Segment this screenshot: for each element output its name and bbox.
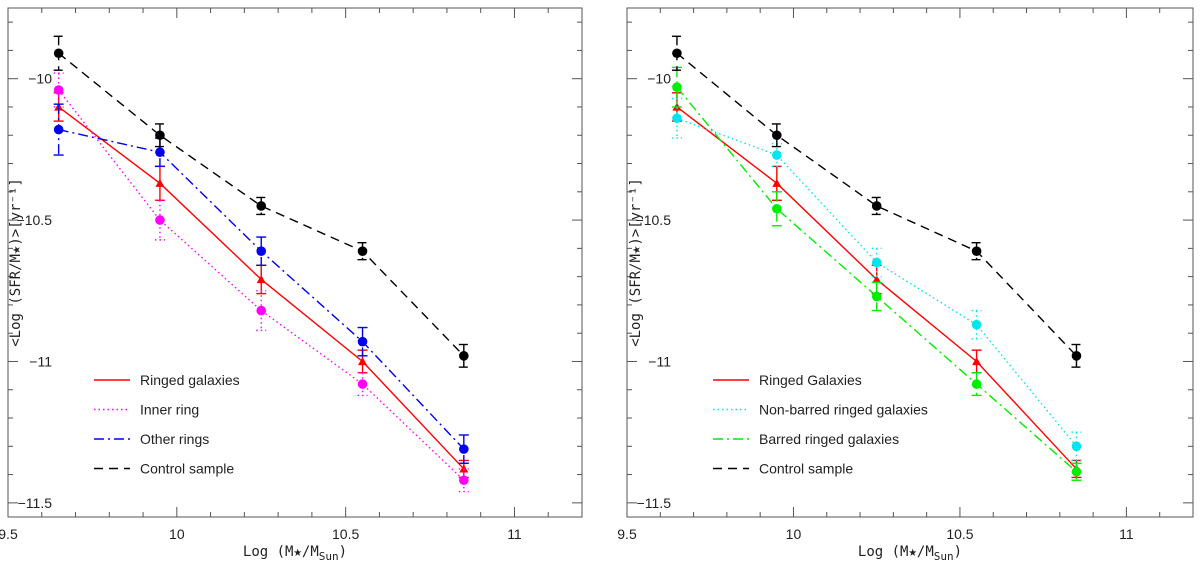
data-point [155,130,165,141]
data-point [972,356,982,366]
plot-frame [7,7,583,518]
data-point [459,444,469,454]
legend-label: Inner ring [140,402,199,418]
x-axis-label-sub: Sun [319,550,339,563]
legend-label: Barred ringed galaxies [759,431,899,447]
series-control-sample [671,35,1082,368]
series-barred-ringed-galaxies [671,66,1082,481]
series-line [676,52,1077,357]
panel-right: 9.5 10 10.5 11 −10 −10.5 −11 −11.5 Log (M★/MSun)… [617,7,1194,563]
x-tick-label: 10.5 [332,526,359,542]
y-tick-label: −11 [648,353,671,369]
series-line [676,86,1077,473]
data-point [1071,466,1082,477]
data-point [53,48,64,59]
data-point [53,124,64,135]
x-axis-label-close: ) [954,544,962,560]
series-line [58,52,465,357]
data-point [357,246,368,256]
data-point [971,379,982,389]
data-point [871,291,882,302]
data-point [358,356,368,366]
x-axis-label-main: Log (M★/M [243,544,319,560]
x-tick-label: 11 [507,526,522,542]
data-point [256,246,267,256]
data-point [772,150,782,160]
x-tick-label: 9.5 [617,526,637,542]
data-point [357,379,368,389]
plot-frame [626,7,1194,518]
data-point [772,130,782,141]
x-axis-label-close: ) [339,544,347,560]
data-point [971,319,982,330]
legend-label: Control sample [140,461,234,477]
y-tick-label: −11.5 [18,495,53,511]
data-point [155,215,165,225]
data-point [672,113,682,124]
data-point [155,147,165,158]
x-axis-label-main: Log (M★/M [858,544,934,560]
data-point [256,201,267,211]
x-tick-label: 11 [1119,526,1134,542]
data-point [772,203,782,214]
data-point [53,85,64,95]
y-tick-label: −11.5 [637,495,672,511]
data-point [256,305,267,316]
series-ringed-galaxies [53,92,469,479]
x-axis-label-sub: Sun [934,550,954,563]
x-tick-label: 9.5 [0,526,18,542]
legend-label: Control sample [759,461,853,477]
series-other-rings [53,103,469,464]
x-tick-label: 10 [786,526,802,542]
data-point [357,336,368,347]
data-point [256,274,266,284]
y-tick-label: −11 [29,353,52,369]
data-point [155,178,165,187]
data-point [871,257,882,268]
data-point [459,351,469,361]
data-point [1071,441,1082,452]
legend-label: Other rings [140,431,209,447]
data-point [772,178,782,187]
x-axis-label: Log (M★/MSun) [243,544,347,563]
data-point [871,201,882,211]
data-point [459,475,469,486]
y-tick-label: −10 [28,71,52,87]
data-point [672,82,682,92]
y-axis-label: <Log (SFR/M★)>[yr⁻¹] [628,178,644,347]
legend-label: Ringed Galaxies [759,372,862,388]
y-tick-label: −10.5 [17,212,53,228]
data-point [1071,351,1082,361]
y-axis-label: <Log (SFR/M★)>[yr⁻¹] [8,178,24,347]
x-tick-label: 10 [169,526,185,542]
legend-label: Ringed galaxies [140,372,240,388]
data-point [971,246,982,256]
x-tick-label: 10.5 [946,526,973,542]
data-point [872,274,882,284]
x-axis-label: Log (M★/MSun) [858,544,962,563]
y-tick-label: −10.5 [636,212,672,228]
legend-label: Non-barred ringed galaxies [759,402,928,418]
panel-left: 9.5 10 10.5 11 −10 −10.5 −11 −11.5 Log (M★/MSun)… [0,7,583,563]
series-control-sample [53,35,469,368]
y-tick-label: −10 [647,71,671,87]
data-point [672,48,682,59]
